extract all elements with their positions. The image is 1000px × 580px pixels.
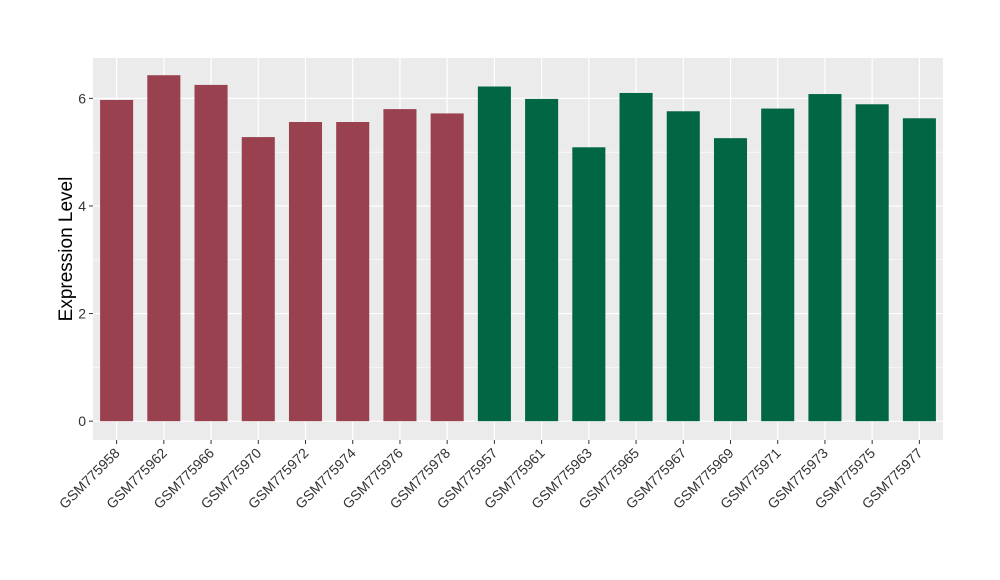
bar-GSM775971 <box>761 108 795 422</box>
bar-GSM775958 <box>100 99 134 422</box>
bars <box>100 75 936 422</box>
bar-GSM775973 <box>808 94 842 422</box>
y-axis: 0 2 4 6 <box>78 90 93 429</box>
bar-GSM775965 <box>619 92 653 422</box>
minor-gridlines <box>93 151 943 368</box>
x-axis: GSM775958GSM775962GSM775966GSM775970GSM7… <box>56 440 926 512</box>
y-tick-label: 2 <box>78 306 86 322</box>
y-tick-label: 6 <box>78 90 86 106</box>
bar-GSM775974 <box>336 122 370 422</box>
bar-GSM775972 <box>288 122 323 422</box>
bar-GSM775961 <box>525 98 559 422</box>
bar-GSM775962 <box>147 75 181 422</box>
bar-GSM775977 <box>902 118 936 422</box>
y-tick-label: 0 <box>78 413 86 429</box>
bar-GSM775975 <box>855 104 889 422</box>
bar-GSM775967 <box>666 111 700 422</box>
bar-GSM775976 <box>383 109 417 422</box>
bar-GSM775966 <box>194 84 228 422</box>
bar-GSM775963 <box>572 147 606 422</box>
bar-GSM775970 <box>241 137 275 422</box>
y-tick-label: 4 <box>78 198 86 214</box>
plot-panel <box>93 58 943 440</box>
y-axis-title: Expression Level <box>56 177 77 322</box>
bar-GSM775978 <box>430 113 464 422</box>
bar-GSM775969 <box>713 138 748 422</box>
bar-GSM775957 <box>477 86 511 422</box>
